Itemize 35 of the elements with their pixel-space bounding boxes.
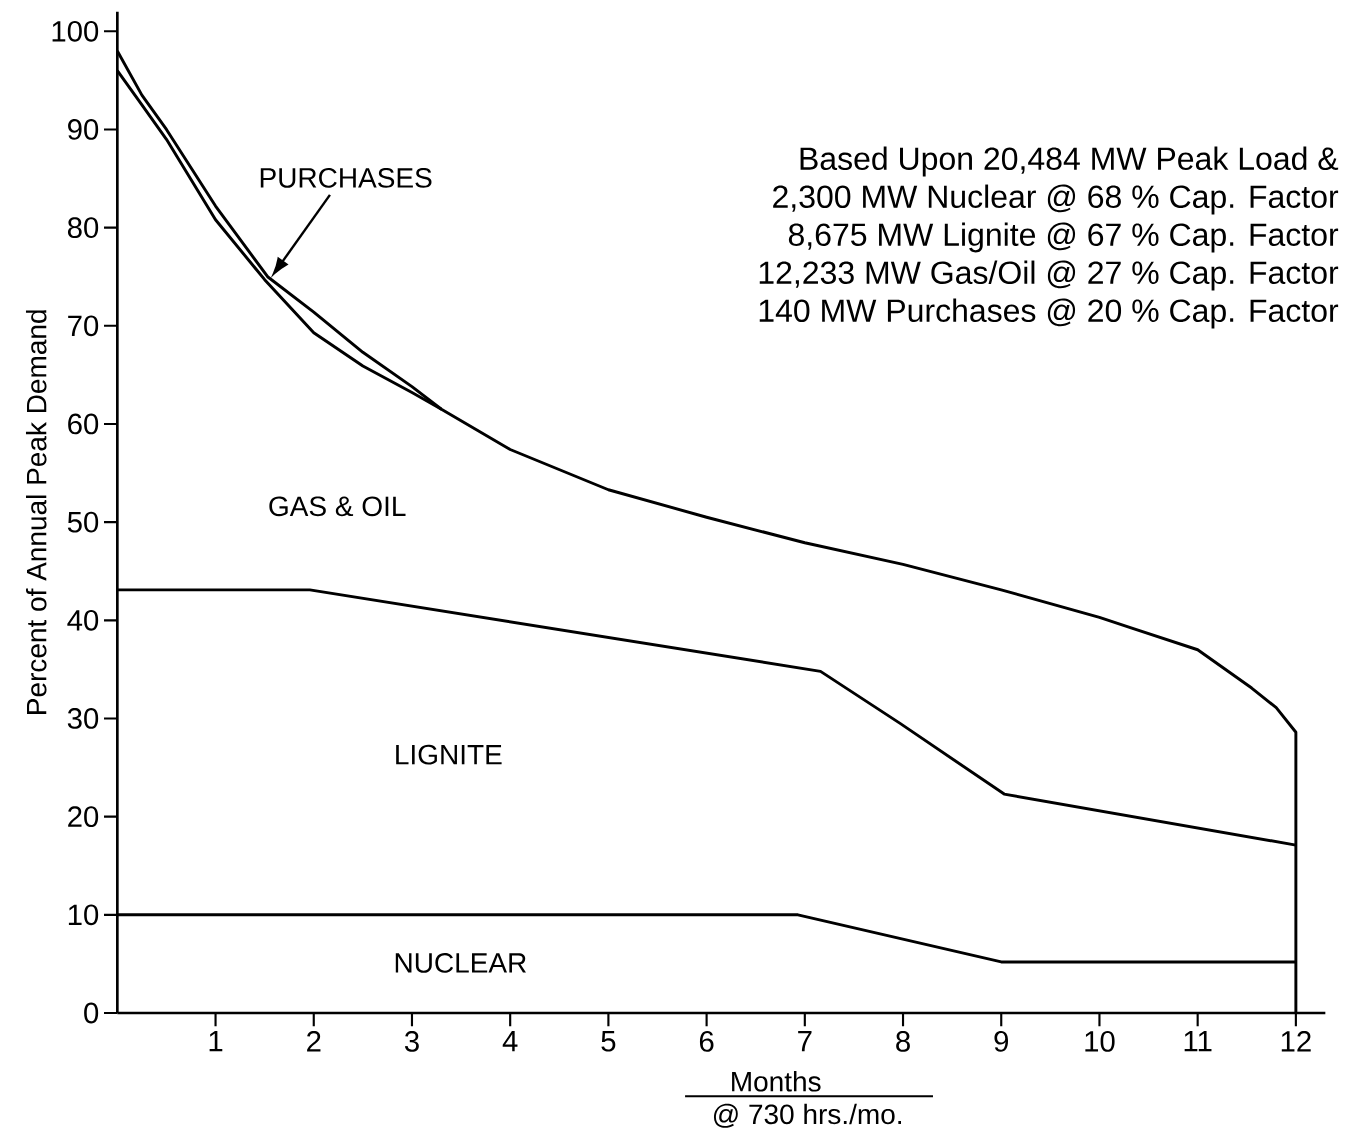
annotation: LIGNITE bbox=[396, 744, 502, 765]
x-tick-label: 6 bbox=[699, 1031, 714, 1052]
y-tick-label: 40 bbox=[67, 609, 99, 631]
y-tick-label: 100 bbox=[52, 20, 99, 42]
x-tick-label: 7 bbox=[798, 1031, 812, 1052]
annotation: Based Upon 20,484 MW Peak Load & bbox=[800, 146, 1339, 177]
x-tick-label: 9 bbox=[994, 1031, 1009, 1052]
y-tick-label: 60 bbox=[68, 413, 99, 435]
y-tick-label: 30 bbox=[67, 708, 99, 729]
y-tick-label: 0 bbox=[84, 1002, 99, 1024]
x-tick-label: 1 bbox=[209, 1031, 223, 1052]
x-tick-label: 4 bbox=[502, 1031, 518, 1052]
x-axis-title: Months bbox=[732, 1071, 821, 1092]
x-tick-label: 8 bbox=[896, 1031, 910, 1052]
annotation: GAS & OIL bbox=[269, 496, 406, 517]
y-tick-label: 50 bbox=[67, 511, 99, 533]
annotation: PURCHASES bbox=[260, 167, 432, 188]
y-tick-label: 70 bbox=[68, 315, 99, 337]
annotation: 8,675 MW Lignite @ 67 % Cap. Factor bbox=[788, 222, 1339, 253]
annotation: 12,233 MW Gas/Oil @ 27 % Cap. Factor bbox=[759, 260, 1339, 291]
annotation: 2,300 MW Nuclear @ 68 % Cap. Factor bbox=[773, 184, 1339, 215]
x-tick-label: 12 bbox=[1281, 1031, 1311, 1052]
x-tick-label: 10 bbox=[1085, 1031, 1115, 1052]
y-axis-title: Percent of Annual Peak Demand bbox=[25, 310, 47, 714]
y-tick-label: 20 bbox=[68, 806, 99, 828]
text: @ 730 hrs./mo. bbox=[713, 1103, 902, 1128]
x-tick-label: 11 bbox=[1184, 1031, 1212, 1052]
annotation: 140 MW Purchases @ 20 % Cap. Factor bbox=[759, 298, 1339, 329]
annotation: NUCLEAR bbox=[395, 953, 526, 973]
x-tick-label: 2 bbox=[307, 1031, 321, 1052]
x-tick-label: 5 bbox=[601, 1031, 616, 1052]
y-tick-label: 90 bbox=[68, 119, 99, 140]
x-tick-label: 3 bbox=[404, 1031, 419, 1052]
y-tick-label: 10 bbox=[68, 904, 99, 926]
y-tick-label: 80 bbox=[67, 217, 99, 239]
